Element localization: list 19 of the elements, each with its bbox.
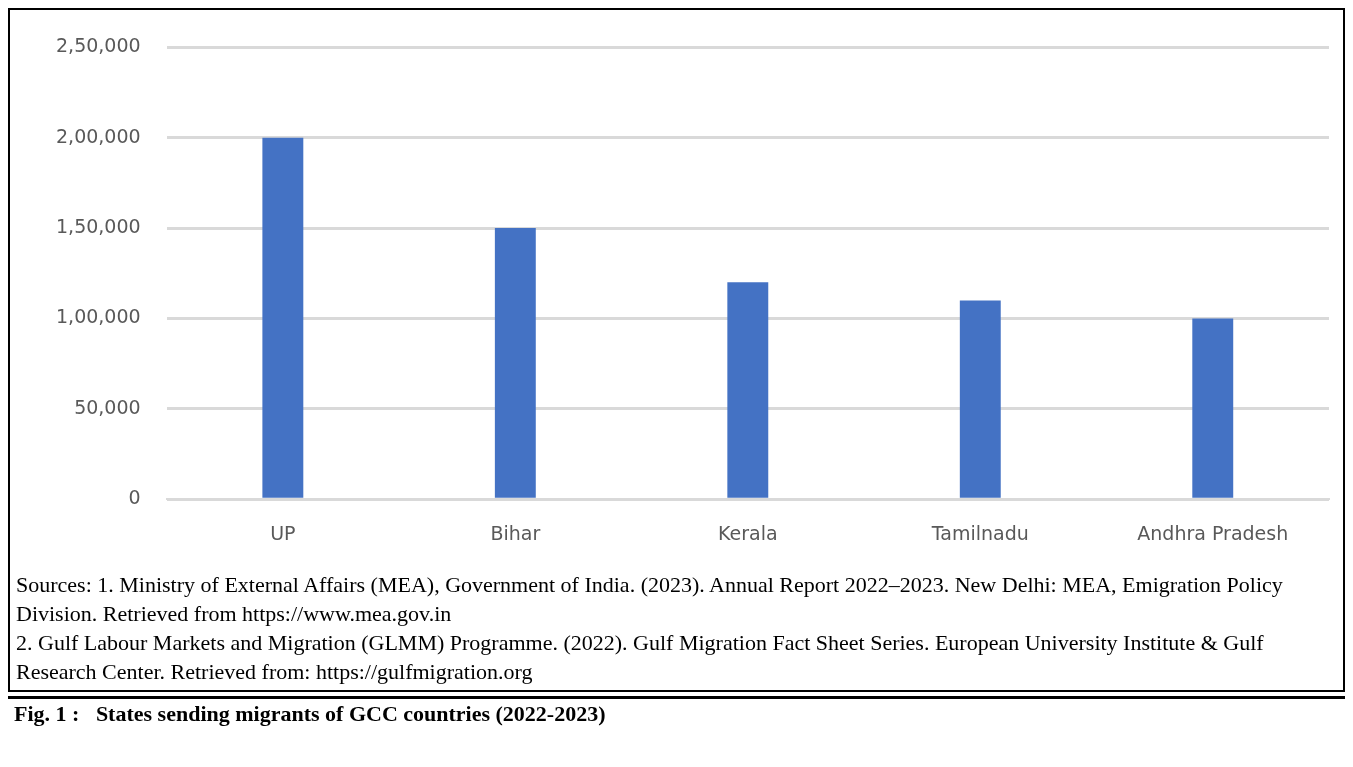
text: Fig. 1 : States sending migrants of GCC countries (2022-2023) bbox=[8, 696, 1345, 729]
x-tick-label: Bihar bbox=[490, 521, 541, 544]
y-tick-label: 50,000 bbox=[74, 395, 141, 418]
x-tick-label: Tamilnadu bbox=[930, 521, 1029, 544]
y-tick-label: 2,50,000 bbox=[56, 34, 141, 57]
x-tick-label: Kerala bbox=[718, 521, 778, 544]
bar bbox=[262, 137, 304, 498]
source-note: Sources: 1. Ministry of External Affairs (MEA), Government of India. (2023). Annual Report 2022–2023. New Delhi: MEA, Emigration Policy Division. Retrieved from https://www.mea.gov.in bbox=[16, 571, 1284, 628]
bar bbox=[494, 228, 536, 498]
y-tick-label: 1,50,000 bbox=[56, 215, 141, 238]
y-tick-label: 1,00,000 bbox=[56, 305, 141, 328]
bar bbox=[1192, 318, 1234, 498]
x-tick-label: UP bbox=[270, 521, 296, 544]
y-tick-label: 0 bbox=[128, 486, 141, 509]
bar bbox=[727, 282, 769, 498]
x-tick-label: Andhra Pradesh bbox=[1137, 521, 1289, 544]
bar bbox=[959, 300, 1001, 498]
text: 2. Gulf Labour Markets and Migration (GLMM) Programme. (2022). Gulf Migration Fact Sheet Series. European University Institute & Gulf Research Center. Retrieved from: https://gulfmigration.org bbox=[16, 629, 1265, 686]
y-tick-label: 2,00,000 bbox=[56, 124, 141, 147]
